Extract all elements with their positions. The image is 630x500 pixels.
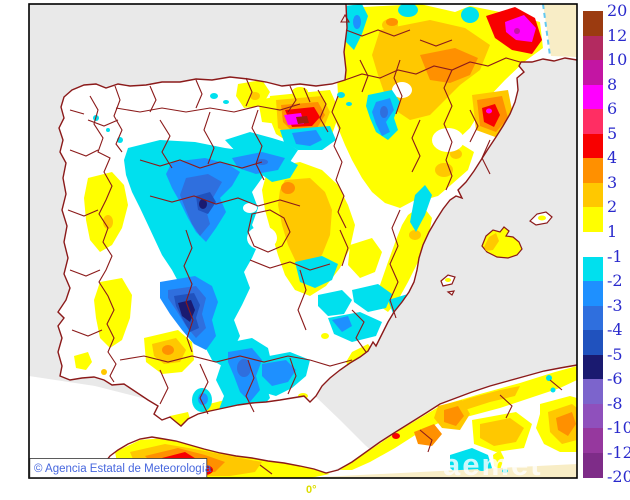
scale-tick-label: -8 [607, 393, 623, 413]
scale-block [583, 281, 603, 307]
iberia-coastline [57, 3, 578, 427]
scale-tick-label: 1 [607, 221, 618, 241]
scale-tick-label: 10 [607, 50, 628, 70]
cold-anomaly-layer [93, 4, 492, 476]
scale-tick-label: 12 [607, 25, 628, 45]
temperature-scale: 20 12 10 8 6 5 4 3 2 1 -1 -2 -3 -4 -5 -6 -8 -10 -12 -20 [583, 1, 630, 486]
ne-corner-mask [543, 4, 577, 57]
scale-block [583, 354, 603, 380]
portugal-spain-border [89, 95, 117, 383]
scale-block [583, 330, 603, 356]
watermark-text: aemet [443, 447, 543, 482]
attribution-text: © Agencia Estatal de Meteorología [34, 463, 212, 475]
longitude-label: 0° [306, 484, 317, 496]
scale-tick-label: 3 [607, 172, 618, 192]
mallorca-gold-patch [484, 233, 499, 251]
scale-block [583, 182, 603, 208]
outside-domain-mask [300, 3, 577, 478]
borders-layer [57, 3, 578, 479]
mallorca-island [481, 226, 523, 259]
scale-tick-label: -3 [607, 295, 623, 315]
scale-tick-label: -12 [607, 442, 630, 462]
scale-block [583, 133, 603, 159]
scale-tick-label: -20 [607, 467, 630, 487]
scale-block [583, 158, 603, 184]
scale-tick-label: 5 [607, 123, 618, 143]
scale-tick-label: -6 [607, 369, 623, 389]
peak-triangle-marker [340, 13, 350, 23]
scale-block [583, 452, 603, 478]
scale-block [583, 11, 603, 37]
scale-block [583, 428, 603, 454]
bottom-domain-edge [300, 464, 577, 478]
formentera-island [446, 290, 456, 296]
scale-tick-label: -4 [607, 320, 623, 340]
scale-block [583, 84, 603, 110]
scale-tick-label: -2 [607, 271, 623, 291]
scale-block [583, 207, 603, 233]
scale-block [583, 379, 603, 405]
scale-block [583, 109, 603, 135]
scale-block [583, 60, 603, 86]
attribution-box: © Agencia Estatal de Meteorología [29, 458, 212, 478]
scale-tick-label: 4 [607, 148, 618, 168]
africa-land [100, 365, 577, 478]
map-frame [28, 3, 578, 479]
pyrenees-border [344, 57, 521, 81]
menorca-yellow-patch [538, 215, 546, 221]
scale-block [583, 403, 603, 429]
scale-block [583, 305, 603, 331]
scale-block [583, 35, 603, 61]
scale-tick-label: -10 [607, 418, 630, 438]
africa-coastline [99, 364, 578, 479]
ibiza-yellow-patch [445, 278, 451, 282]
balearic-islands [440, 211, 553, 296]
scale-block [583, 256, 603, 282]
scale-tick-label: 2 [607, 197, 618, 217]
scale-tick-label: -1 [607, 246, 623, 266]
scale-tick-label: 6 [607, 99, 618, 119]
scale-tick-label: -5 [607, 344, 623, 364]
scale-tick-label: 20 [607, 1, 628, 20]
scale-tick-label: 8 [607, 74, 618, 94]
